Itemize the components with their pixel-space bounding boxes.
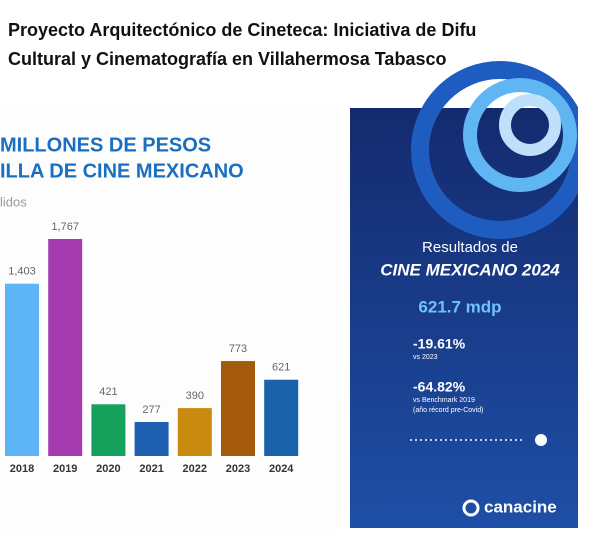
chart-title: MILLONES DE PESOS: [0, 134, 211, 156]
x-tick-label: 2021: [139, 463, 163, 475]
stat-note: vs 2023: [413, 354, 438, 361]
logo-icon: [462, 499, 480, 517]
stat: -19.61%: [413, 336, 466, 352]
panel-heading: Resultados de: [422, 239, 518, 256]
chart-title: ILLA DE CINE MEXICANO: [0, 160, 244, 182]
value-label: 277: [142, 404, 160, 416]
panel-total: 621.7 mdp: [418, 297, 501, 316]
x-tick-label: 2022: [183, 463, 207, 475]
logo: canacine: [484, 497, 557, 516]
mask: [578, 106, 600, 530]
value-label: 421: [99, 386, 117, 398]
panel-subheading: CINE MEXICANO 2024: [380, 260, 560, 279]
bar: [48, 239, 83, 456]
chart-subtitle: lidos: [0, 194, 27, 209]
page-title: Proyecto Arquitectónico de Cineteca: Ini…: [8, 20, 476, 40]
bar: [264, 379, 299, 456]
x-tick-label: 2024: [269, 463, 294, 475]
page-title: Cultural y Cinematografía en Villahermos…: [8, 49, 446, 69]
stat: -64.82%: [413, 379, 466, 395]
stat-note: (año récord pre-Covid): [413, 407, 483, 414]
x-tick-label: 2019: [53, 463, 77, 475]
bar: [221, 361, 255, 456]
stat-note: vs Benchmark 2019: [413, 397, 475, 404]
x-tick-label: 2018: [10, 463, 34, 475]
x-tick-label: 2023: [226, 463, 250, 475]
value-label: 621: [272, 362, 290, 374]
value-label: 1,403: [8, 266, 36, 278]
bar: [91, 404, 126, 456]
value-label: 390: [186, 390, 204, 402]
bar: [177, 408, 212, 456]
value-label: 1,767: [51, 221, 79, 233]
value-label: 773: [229, 343, 247, 355]
bar-chart: 1,403 2018 1,767 2019 421 2020 277 2021 390 2022 7…: [5, 221, 299, 475]
dot: [535, 434, 547, 446]
x-tick-label: 2020: [96, 463, 120, 475]
bar: [5, 283, 39, 456]
bar: [134, 421, 169, 456]
